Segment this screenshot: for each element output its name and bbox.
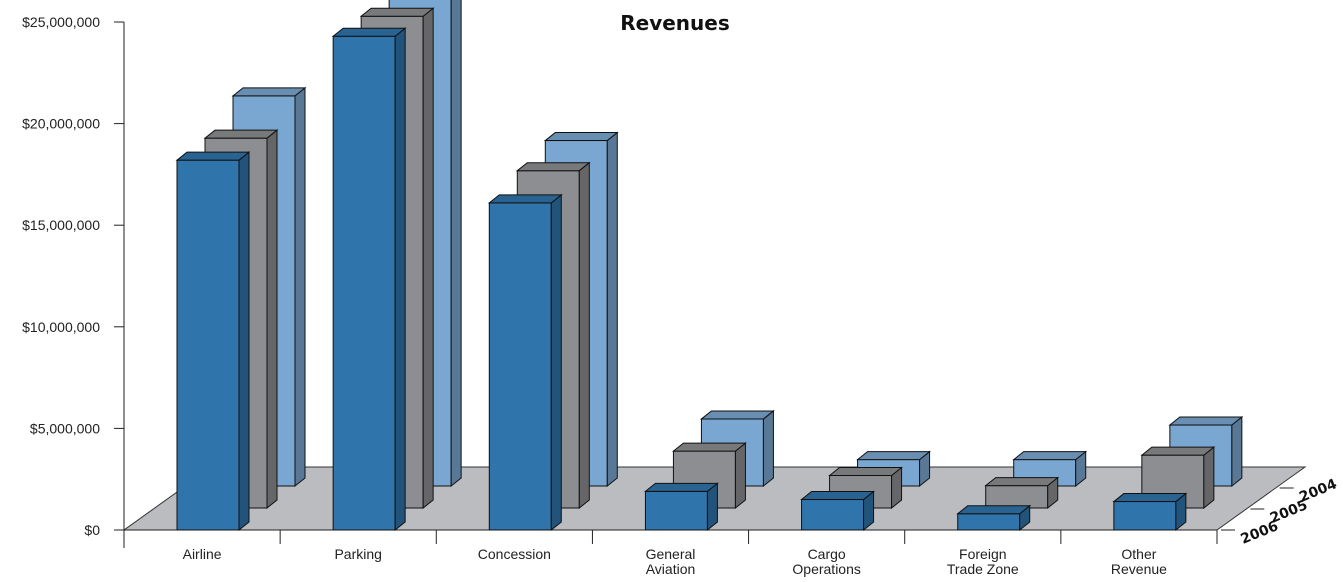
y-tick-label: $15,000,000 — [22, 217, 100, 233]
x-tick-label-concession: Concession — [478, 546, 551, 562]
y-axis-ticks: $0 $5,000,000 $10,000,000 $15,000,000 $20,00… — [22, 14, 124, 538]
bar-2006-foreign-trade-zone — [956, 504, 1032, 532]
bar-2006-cargo-operations — [800, 490, 875, 532]
bar-2006-parking — [331, 27, 407, 532]
x-tick-label-cargo-operations: Cargo Operations — [792, 546, 860, 577]
y-tick-label: $10,000,000 — [22, 319, 100, 335]
x-tick-label-parking: Parking — [334, 546, 381, 562]
bar-2004-foreign-trade-zone — [1012, 450, 1088, 488]
bar-2006-concession — [487, 193, 563, 532]
depth-label-2006: 2006 — [1239, 518, 1281, 547]
y-tick-label: $25,000,000 — [22, 14, 100, 30]
x-tick-label-foreign-trade-zone: Foreign Trade Zone — [947, 546, 1019, 577]
bar-2005-foreign-trade-zone — [984, 476, 1060, 510]
y-tick-label: $0 — [84, 522, 100, 538]
bar-2006-other-revenue — [1112, 492, 1188, 532]
x-axis-ticks: Airline Parking Concession General Aviation C… — [123, 530, 1218, 577]
y-tick-label: $20,000,000 — [22, 116, 100, 132]
chart-title: Revenues — [620, 11, 730, 35]
x-tick-label-other-revenue: Other Revenue — [1111, 546, 1167, 577]
bars-group — [175, 0, 1244, 532]
x-tick-label-airline: Airline — [183, 546, 222, 562]
bar-2006-airline — [175, 151, 251, 532]
x-tick-label-general-aviation: General Aviation — [646, 546, 696, 577]
depth-axis-ticks — [1221, 487, 1294, 531]
y-tick-label: $5,000,000 — [30, 420, 100, 436]
bar-2006-general-aviation — [644, 482, 719, 532]
